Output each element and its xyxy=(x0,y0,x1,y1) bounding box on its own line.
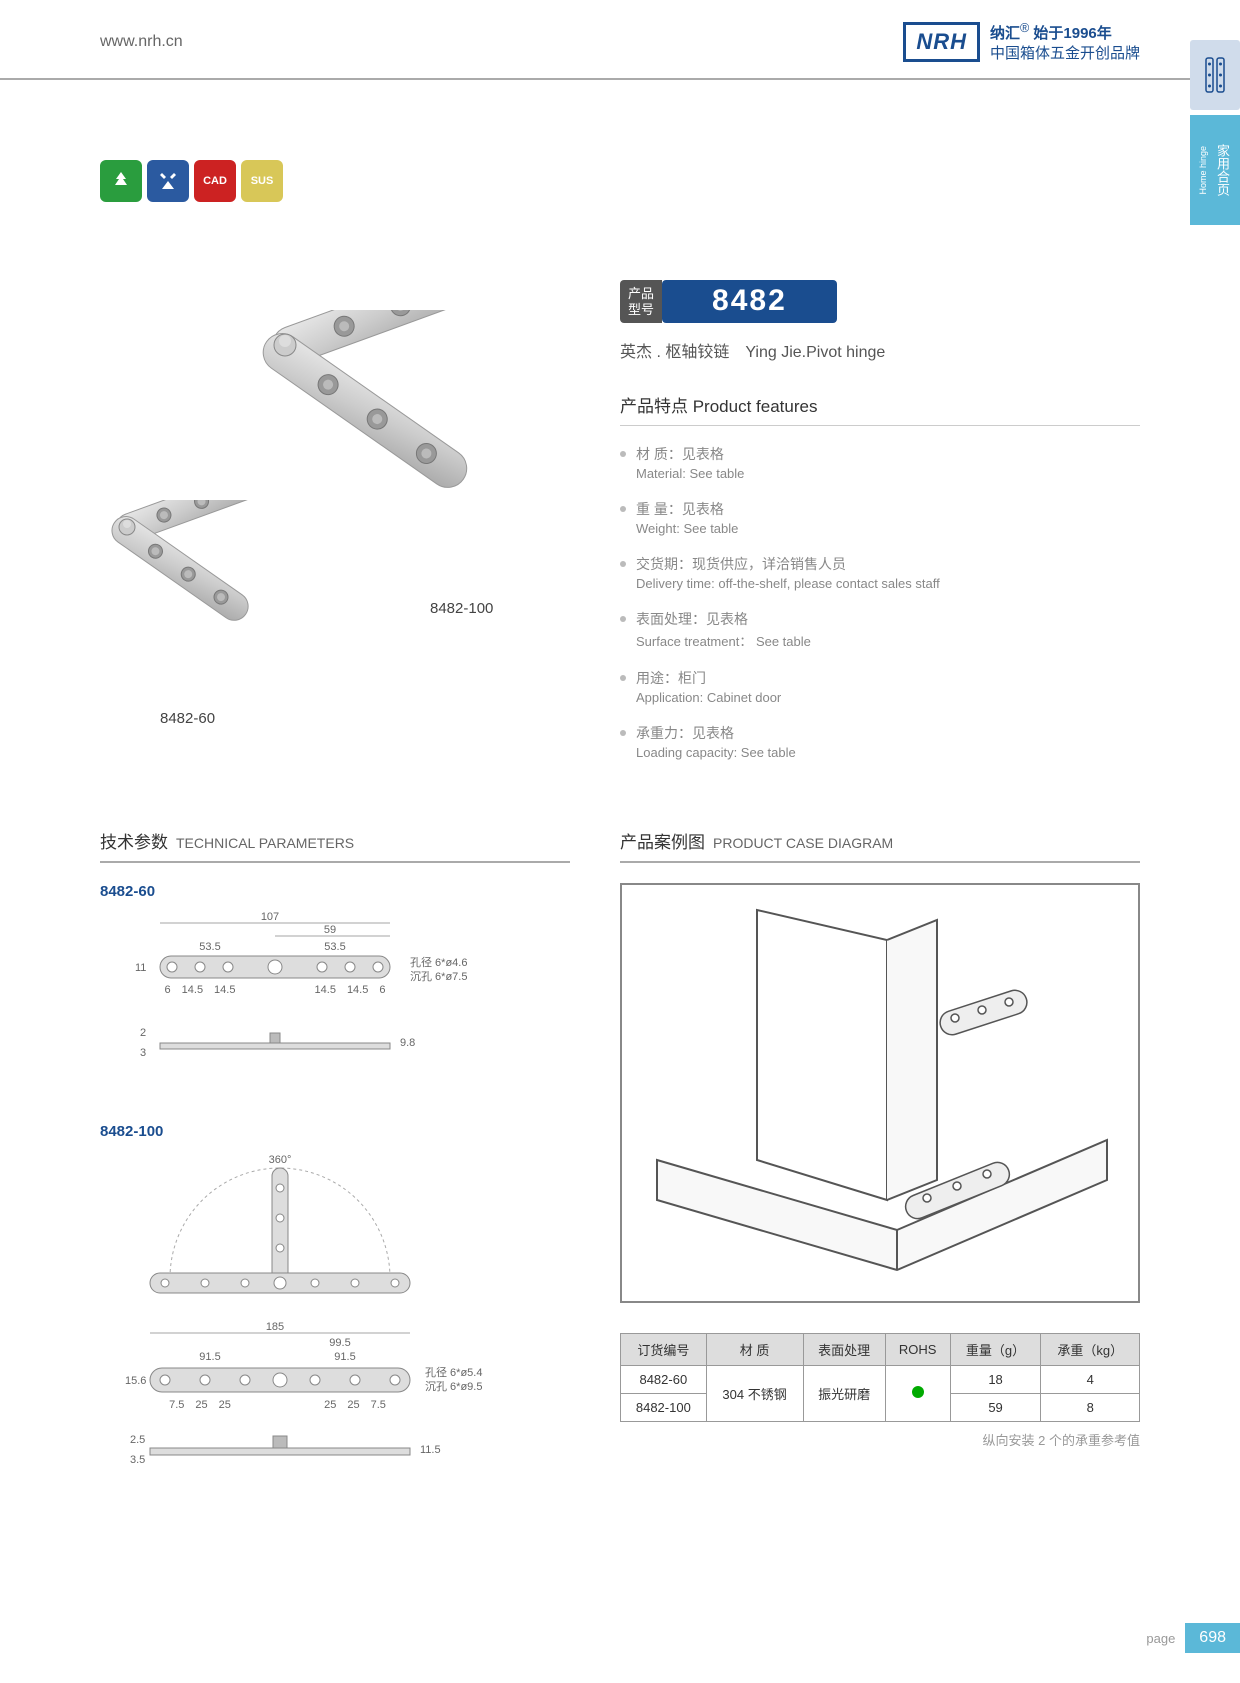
svg-text:25 25 7.5: 25 25 7.5 xyxy=(324,1399,386,1411)
features-header: 产品特点 Product features xyxy=(620,392,1140,426)
technical-params-col: 技术参数TECHNICAL PARAMETERS 8482-60 107 59 … xyxy=(100,828,570,1513)
feature-item: 交货期：现货供应，详洽销售人员Delivery time: off-the-sh… xyxy=(620,554,1140,591)
svg-text:11.5: 11.5 xyxy=(420,1444,441,1456)
svg-text:沉孔 6*ø9.5: 沉孔 6*ø9.5 xyxy=(425,1380,482,1393)
svg-text:99.5: 99.5 xyxy=(329,1337,350,1349)
logo-area: NRH 纳汇® 始于1996年 中国箱体五金开创品牌 xyxy=(903,20,1140,63)
website-url: www.nrh.cn xyxy=(100,33,183,51)
svg-text:2: 2 xyxy=(140,1027,146,1039)
svg-text:91.5: 91.5 xyxy=(334,1351,355,1363)
model-label: 产品 型号 xyxy=(620,280,662,323)
svg-text:91.5: 91.5 xyxy=(199,1351,220,1363)
drawing-60: 8482-60 107 59 53.5 53.5 11 6 14.5 14.5 … xyxy=(100,883,570,1093)
svg-text:孔径 6*ø5.4: 孔径 6*ø5.4 xyxy=(425,1366,482,1379)
product-label-b: 8482-60 xyxy=(160,710,215,727)
logo-tagline: 纳汇® 始于1996年 中国箱体五金开创品牌 xyxy=(990,20,1140,63)
badge-tree xyxy=(100,160,142,202)
table-header-row: 订货编号材 质表面处理ROHS重量（g）承重（kg） xyxy=(621,1334,1140,1366)
svg-text:107: 107 xyxy=(261,911,279,923)
tech-drawing-60: 107 59 53.5 53.5 11 6 14.5 14.5 14.5 14.… xyxy=(100,908,520,1088)
svg-text:11: 11 xyxy=(135,962,146,974)
side-tab: 家用合页 Home hinge xyxy=(1190,40,1240,225)
svg-text:53.5: 53.5 xyxy=(324,941,345,953)
svg-text:6 14.5 14.5: 6 14.5 14.5 xyxy=(165,984,236,996)
feature-item: 表面处理：见表格Surface treatment： See table xyxy=(620,609,1140,650)
svg-text:59: 59 xyxy=(324,924,336,936)
case-diagram-svg xyxy=(637,900,1117,1280)
lower-section: 技术参数TECHNICAL PARAMETERS 8482-60 107 59 … xyxy=(0,828,1240,1513)
svg-text:7.5 25 25: 7.5 25 25 xyxy=(169,1399,231,1411)
table-body: 8482-60304 不锈钢振光研磨1848482-100598 xyxy=(621,1366,1140,1422)
product-info-col: 产品 型号 8482 英杰 . 枢轴铰链 Ying Jie.Pivot hing… xyxy=(620,240,1140,778)
model-number: 8482 xyxy=(662,280,837,323)
svg-text:3: 3 xyxy=(140,1047,146,1059)
tech-drawing-100: 360° 185 99.5 91.5 91.5 15.6 7 xyxy=(100,1148,520,1478)
hinge-icon xyxy=(1190,40,1240,110)
header: www.nrh.cn NRH 纳汇® 始于1996年 中国箱体五金开创品牌 xyxy=(0,0,1240,80)
svg-text:2.5: 2.5 xyxy=(130,1434,145,1446)
product-photo: 8482-100 8482-60 xyxy=(100,310,580,730)
side-category-label: 家用合页 Home hinge xyxy=(1190,115,1240,225)
model-number-row: 产品 型号 8482 xyxy=(620,280,1140,323)
features-list: 材 质：见表格Material: See table 重 量：见表格Weight:… xyxy=(620,444,1140,760)
svg-text:沉孔 6*ø7.5: 沉孔 6*ø7.5 xyxy=(410,970,467,983)
svg-text:360°: 360° xyxy=(269,1154,292,1166)
hinge-small-icon xyxy=(100,500,320,700)
product-subtitle: 英杰 . 枢轴铰链 Ying Jie.Pivot hinge xyxy=(620,338,1140,362)
tech-header: 技术参数TECHNICAL PARAMETERS xyxy=(100,828,570,863)
case-diagram xyxy=(620,883,1140,1303)
table-row: 8482-60304 不锈钢振光研磨184 xyxy=(621,1366,1140,1394)
badge-tools xyxy=(147,160,189,202)
svg-text:孔径 6*ø4.6: 孔径 6*ø4.6 xyxy=(410,956,467,969)
svg-text:3.5: 3.5 xyxy=(130,1454,145,1466)
svg-text:9.8: 9.8 xyxy=(400,1037,415,1049)
product-label-a: 8482-100 xyxy=(430,600,493,617)
feature-item: 材 质：见表格Material: See table xyxy=(620,444,1140,481)
page-number: page 698 xyxy=(1146,1623,1240,1653)
svg-text:14.5 14.5 6: 14.5 14.5 6 xyxy=(315,984,386,996)
drawing-100: 8482-100 360° 185 99.5 91.5 91.5 xyxy=(100,1123,570,1483)
svg-text:185: 185 xyxy=(266,1321,284,1333)
spec-table: 订货编号材 质表面处理ROHS重量（g）承重（kg） 8482-60304 不锈… xyxy=(620,1333,1140,1422)
feature-item: 重 量：见表格Weight: See table xyxy=(620,499,1140,536)
product-image-col: 8482-100 8482-60 xyxy=(100,240,580,778)
case-header: 产品案例图PRODUCT CASE DIAGRAM xyxy=(620,828,1140,863)
category-badges: CADSUS xyxy=(100,160,283,202)
badge-CAD: CAD xyxy=(194,160,236,202)
catalog-page: www.nrh.cn NRH 纳汇® 始于1996年 中国箱体五金开创品牌 家用… xyxy=(0,0,1240,1683)
svg-text:53.5: 53.5 xyxy=(199,941,220,953)
case-diagram-col: 产品案例图PRODUCT CASE DIAGRAM xyxy=(620,828,1140,1513)
feature-item: 承重力：见表格Loading capacity: See table xyxy=(620,723,1140,760)
svg-text:15.6: 15.6 xyxy=(125,1375,146,1387)
badge-SUS: SUS xyxy=(241,160,283,202)
table-note: 纵向安装 2 个的承重参考值 xyxy=(620,1430,1140,1449)
feature-item: 用途：柜门Application: Cabinet door xyxy=(620,668,1140,705)
logo: NRH xyxy=(903,22,980,62)
